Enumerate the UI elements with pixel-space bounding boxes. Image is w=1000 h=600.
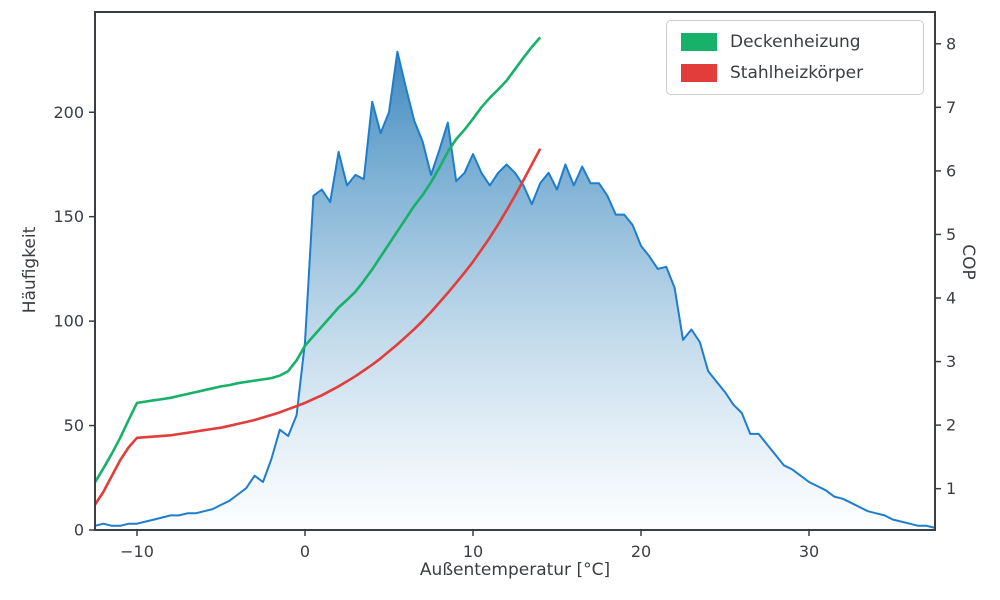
x-tick-label: 10 [463, 542, 483, 561]
y-right-tick-label: 2 [946, 416, 956, 435]
histogram-area [95, 51, 935, 530]
x-tick-label: 20 [631, 542, 651, 561]
legend-item-deckenheizung: Deckenheizung [681, 32, 909, 52]
y-right-tick-label: 8 [946, 34, 956, 53]
histogram-outline [94, 50, 936, 529]
line-stahlheizkoerper [93, 148, 542, 506]
legend-item-stahlheizkoerper: Stahlheizkörper [681, 63, 909, 83]
x-tick-label: −10 [120, 542, 154, 561]
legend-label-deckenheizung: Deckenheizung [730, 32, 861, 52]
line-deckenheizung [93, 36, 542, 483]
y-right-tick-label: 6 [946, 161, 956, 180]
legend-label-stahlheizkoerper: Stahlheizkörper [730, 63, 864, 83]
y-axis-label-right: COP [958, 244, 978, 280]
y-left-tick-label: 100 [53, 312, 84, 331]
x-tick-label: 0 [300, 542, 310, 561]
y-axis-label-left: Häufigkeit [20, 226, 40, 314]
legend-swatch-stahlheizkoerper [681, 64, 717, 82]
y-left-tick-label: 50 [64, 416, 84, 435]
y-right-tick-label: 7 [946, 98, 956, 117]
y-right-tick-label: 1 [946, 479, 956, 498]
y-right-tick-label: 4 [946, 289, 956, 308]
y-left-tick-label: 150 [53, 207, 84, 226]
y-right-tick-label: 5 [946, 225, 956, 244]
x-tick-label: 30 [799, 542, 819, 561]
plot-border [94, 11, 936, 531]
y-left-tick-label: 0 [74, 521, 84, 540]
y-right-tick-label: 3 [946, 352, 956, 371]
legend: Deckenheizung Stahlheizkörper [666, 20, 924, 95]
y-left-tick-label: 200 [53, 103, 84, 122]
legend-swatch-deckenheizung [681, 33, 717, 51]
x-axis-label: Außentemperatur [°C] [419, 560, 611, 580]
